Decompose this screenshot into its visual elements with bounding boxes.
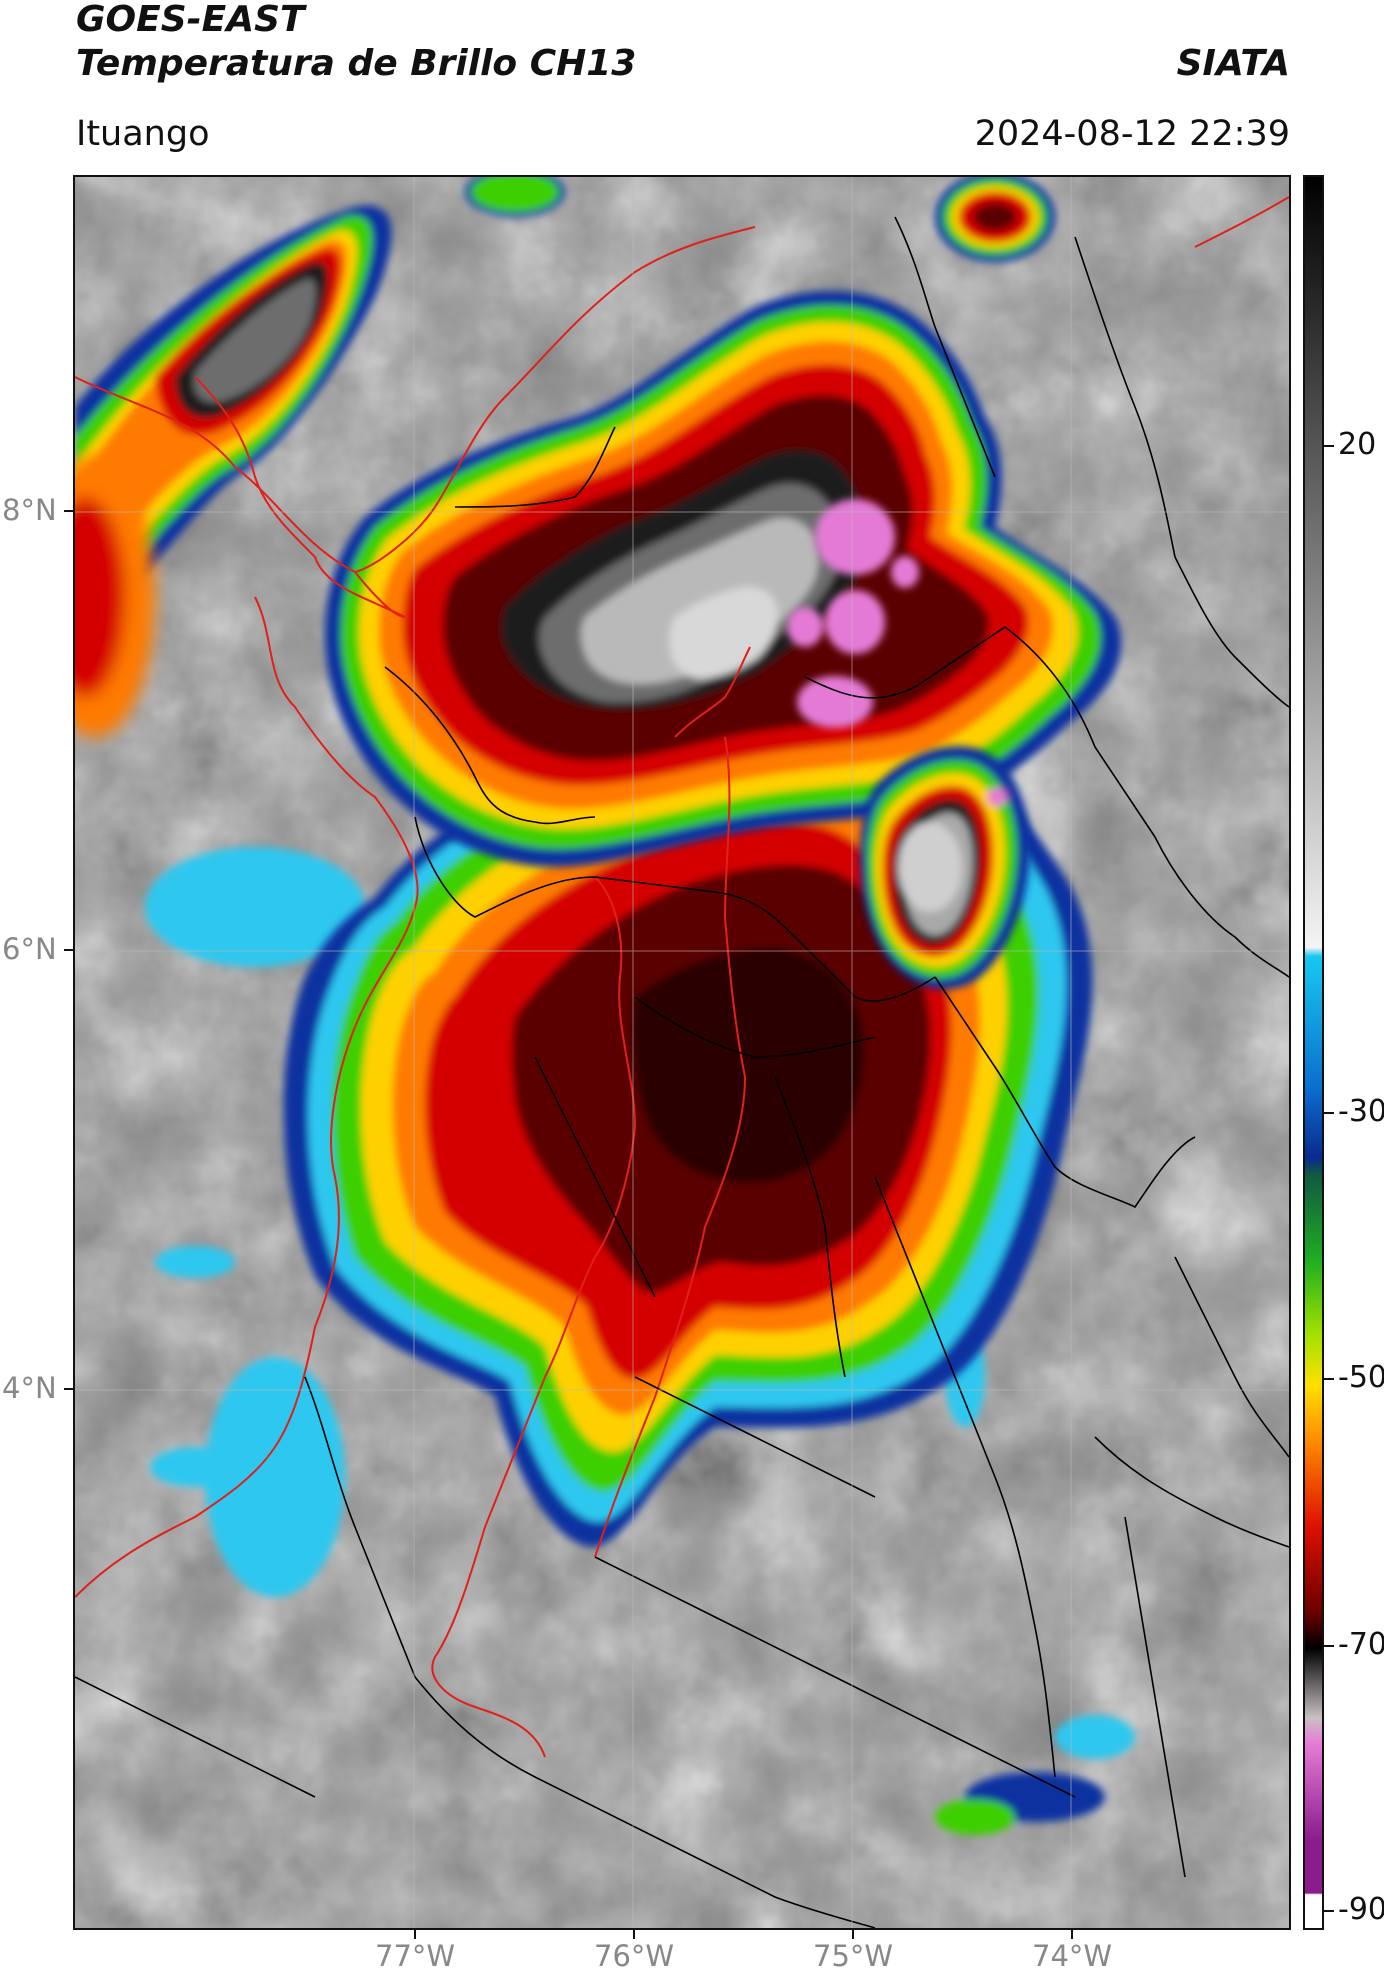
lat-tick-8: [64, 510, 73, 512]
lat-label-6n: 6°N: [2, 932, 57, 966]
storm-northwest: [75, 205, 392, 648]
colorbar-tick-m90: [1324, 1910, 1334, 1912]
colorbar-label-m30: -30: [1338, 1094, 1384, 1129]
east-core: [860, 746, 1030, 990]
lon-tick-77: [414, 1930, 416, 1939]
colorbar-tick-m50: [1324, 1378, 1334, 1380]
colorbar-tick-20: [1324, 445, 1334, 447]
lon-label-76w: 76°W: [594, 1939, 675, 1973]
storm-northeast: [465, 177, 1055, 262]
location-label: Ituango: [76, 114, 210, 154]
colorbar-tick-m30: [1324, 1112, 1334, 1114]
satellite-map: [73, 175, 1291, 1930]
colorbar-label-m50: -50: [1338, 1360, 1384, 1395]
lat-label-4n: 4°N: [2, 1371, 57, 1405]
colorbar-label-m70: -70: [1338, 1627, 1384, 1662]
agency-label: SIATA: [1176, 43, 1290, 84]
colorbar-label-m90: -90: [1338, 1892, 1384, 1927]
colorbar-tick-m70: [1324, 1645, 1334, 1647]
product-title: Temperatura de Brillo CH13: [76, 43, 637, 84]
lat-label-8n: 8°N: [2, 493, 57, 527]
timestamp-label: 2024-08-12 22:39: [974, 114, 1290, 154]
low-cloud-patches: [145, 847, 1135, 1835]
lon-tick-76: [633, 1930, 635, 1939]
colorbar-label-20: 20: [1338, 427, 1377, 462]
lat-tick-4: [64, 1388, 73, 1390]
lon-label-77w: 77°W: [375, 1939, 456, 1973]
lat-tick-6: [64, 949, 73, 951]
department-boundaries: [75, 216, 1289, 1928]
overshooting-tops: [787, 499, 919, 728]
map-canvas: [75, 177, 1289, 1928]
storm-west-edge: [75, 457, 155, 737]
lon-tick-74: [1071, 1930, 1073, 1939]
satellite-title: GOES-EAST: [76, 0, 305, 40]
lon-tick-75: [852, 1930, 854, 1939]
lon-label-75w: 75°W: [813, 1939, 894, 1973]
colorbar: [1303, 175, 1324, 1930]
lon-label-74w: 74°W: [1032, 1939, 1113, 1973]
national-boundaries: [75, 196, 1289, 1758]
colorbar-gradient: [1305, 177, 1322, 1928]
graticule: [75, 177, 1289, 1928]
